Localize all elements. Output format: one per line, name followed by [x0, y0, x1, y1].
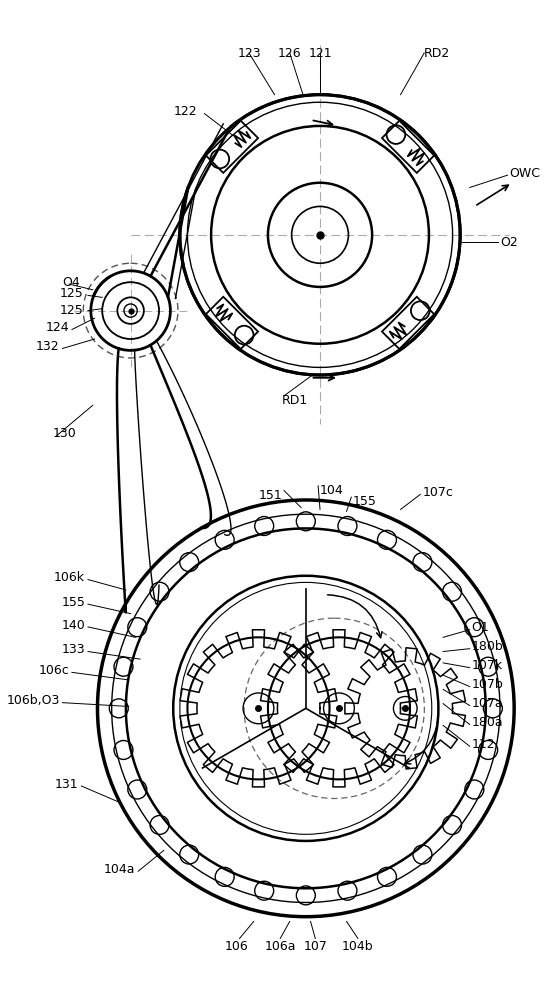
Text: 151: 151 [258, 489, 282, 502]
Text: O1: O1 [472, 621, 490, 634]
Text: RD1: RD1 [282, 394, 309, 407]
Text: 121: 121 [308, 47, 332, 60]
Text: 155: 155 [353, 495, 377, 508]
Text: 180b: 180b [472, 640, 503, 653]
Text: OWC: OWC [509, 167, 540, 180]
Text: 124: 124 [45, 321, 69, 334]
Text: 107k: 107k [472, 659, 503, 672]
Text: 122: 122 [173, 105, 197, 118]
Text: 106c: 106c [38, 664, 69, 677]
Text: 112: 112 [472, 738, 495, 751]
Text: 133: 133 [61, 643, 85, 656]
Text: O2: O2 [500, 236, 517, 249]
Text: O4: O4 [62, 276, 80, 289]
Text: 123: 123 [237, 47, 261, 60]
Text: 104a: 104a [104, 863, 135, 876]
Text: 104b: 104b [342, 940, 374, 953]
Text: 130: 130 [53, 427, 77, 440]
Text: 125: 125 [60, 304, 83, 317]
Text: 132: 132 [36, 340, 60, 353]
Text: 140: 140 [61, 619, 85, 632]
Text: RD2: RD2 [424, 47, 450, 60]
Text: 106k: 106k [54, 571, 85, 584]
Text: 131: 131 [55, 778, 79, 791]
Text: 126: 126 [278, 47, 301, 60]
Text: 106: 106 [225, 940, 248, 953]
Text: 125: 125 [60, 287, 83, 300]
Text: 106a: 106a [265, 940, 296, 953]
Text: 107c: 107c [422, 486, 453, 499]
Text: 107: 107 [304, 940, 327, 953]
Text: 106b,O3: 106b,O3 [6, 694, 60, 707]
Text: 107b: 107b [472, 678, 503, 691]
Text: 107a: 107a [472, 697, 503, 710]
Text: 180a: 180a [472, 716, 503, 729]
Text: 104: 104 [320, 484, 344, 497]
Text: 155: 155 [61, 596, 85, 609]
